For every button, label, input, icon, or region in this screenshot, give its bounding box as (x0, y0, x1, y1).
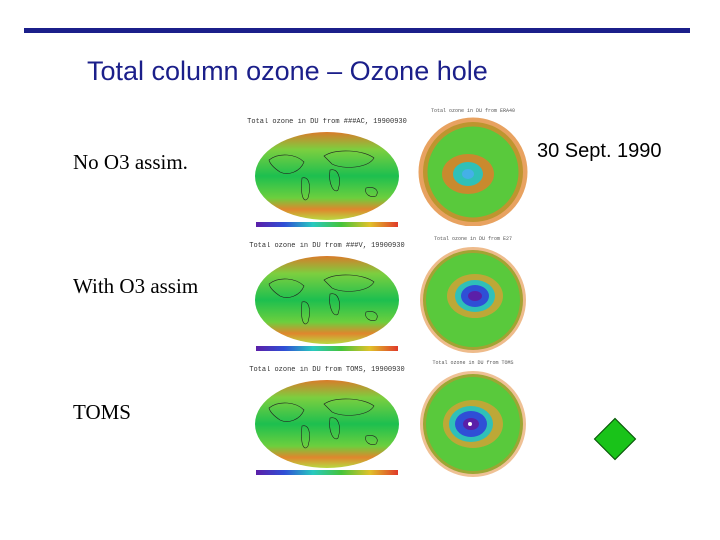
polar-map-graphic (420, 371, 526, 477)
global-map-graphic (255, 380, 399, 475)
global-ozone-map: Total ozone in DU from ###V, 19900930 (244, 242, 410, 360)
global-map-graphic (255, 132, 399, 227)
global-ozone-map: Total ozone in DU from ###AC, 19900930 (244, 118, 410, 236)
polar-map-graphic (420, 247, 526, 353)
map-title: Total ozone in DU from ###V, 19900930 (249, 242, 405, 250)
south-pole-ozone-map: Total ozone in DU from TOMS (418, 360, 528, 478)
polar-map-title: Total ozone in DU from TOMS (432, 360, 514, 366)
map-title: Total ozone in DU from TOMS, 19900930 (249, 366, 405, 374)
polar-map-title: Total ozone in DU from E27 (433, 236, 512, 242)
row-label-with-assim: With O3 assim (73, 274, 199, 298)
row-label-toms: TOMS (73, 400, 131, 424)
polar-map-graphic (418, 117, 528, 226)
slide-title: Total column ozone – Ozone hole (87, 56, 488, 86)
date-label: 30 Sept. 1990 (537, 140, 662, 162)
south-pole-ozone-map: Total ozone in DU from ERA40 (418, 108, 528, 226)
map-title: Total ozone in DU from ###AC, 19900930 (247, 118, 407, 126)
polar-map-title: Total ozone in DU from ERA40 (430, 108, 515, 114)
row-label-no-assim: No O3 assim. (73, 150, 188, 174)
global-ozone-map: Total ozone in DU from TOMS, 19900930 (244, 366, 410, 484)
title-rule (24, 28, 690, 33)
south-pole-ozone-map: Total ozone in DU from E27 (418, 236, 528, 354)
green-diamond-shape (593, 417, 637, 461)
global-map-graphic (255, 256, 399, 351)
